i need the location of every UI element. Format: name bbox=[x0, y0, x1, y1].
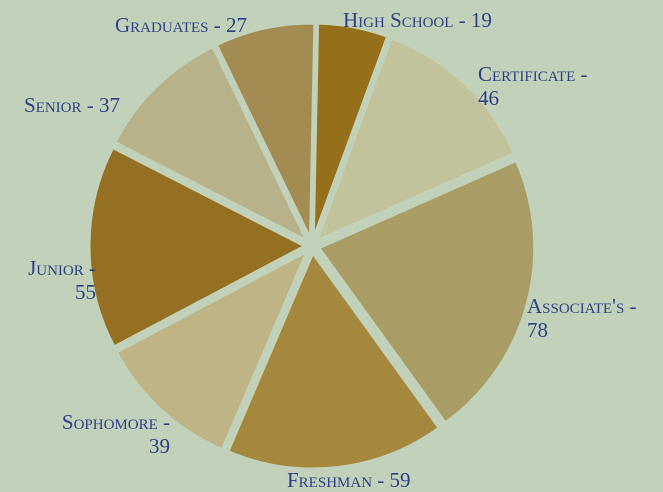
label-sophomore-line1: Sophomore - bbox=[61, 410, 170, 434]
label-associates-line2: 78 bbox=[527, 318, 548, 342]
pie-slice-certificate bbox=[314, 36, 517, 244]
label-junior: Junior - 55 bbox=[0, 256, 96, 304]
label-sophomore-line2: 39 bbox=[149, 434, 170, 458]
label-associates: Associate's - 78 bbox=[527, 294, 637, 342]
pie-slice-freshman bbox=[225, 249, 442, 471]
label-certificate-line1: Certificate - bbox=[478, 62, 588, 86]
label-graduates: Graduates - 27 bbox=[115, 13, 247, 37]
label-junior-line2: 55 bbox=[75, 280, 96, 304]
pie-slice-high-school bbox=[311, 21, 390, 240]
pie-slice-graduates bbox=[214, 21, 317, 240]
label-associates-line1: Associate's - bbox=[527, 294, 637, 318]
pie-slice-junior bbox=[87, 145, 309, 349]
pie-slice-senior bbox=[112, 44, 311, 245]
label-sophomore: Sophomore - 39 bbox=[22, 410, 170, 458]
label-high-school-line1: High School - 19 bbox=[343, 8, 492, 32]
label-junior-line1: Junior - bbox=[28, 256, 96, 280]
pie-slice-sophomore bbox=[114, 247, 311, 452]
label-graduates-line1: Graduates - 27 bbox=[115, 13, 247, 37]
label-freshman: Freshman - 59 bbox=[287, 468, 411, 492]
label-certificate: Certificate - 46 bbox=[478, 62, 588, 110]
label-senior-line1: Senior - 37 bbox=[24, 93, 120, 117]
label-high-school: High School - 19 bbox=[343, 8, 492, 32]
label-certificate-line2: 46 bbox=[478, 86, 499, 110]
label-freshman-line1: Freshman - 59 bbox=[287, 468, 411, 492]
label-senior: Senior - 37 bbox=[24, 93, 120, 117]
pie-slice-associates bbox=[316, 158, 537, 425]
